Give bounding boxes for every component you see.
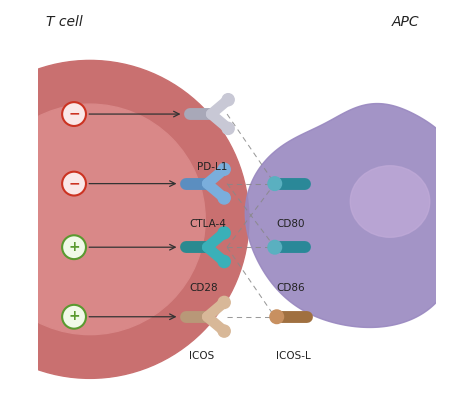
Circle shape bbox=[0, 60, 249, 378]
Circle shape bbox=[218, 163, 230, 175]
Circle shape bbox=[62, 172, 86, 195]
Circle shape bbox=[270, 310, 283, 324]
Text: T cell: T cell bbox=[46, 15, 83, 29]
Circle shape bbox=[0, 104, 205, 334]
Circle shape bbox=[218, 192, 230, 204]
Text: −: − bbox=[68, 107, 80, 120]
Text: +: + bbox=[68, 240, 80, 254]
Text: CTLA-4: CTLA-4 bbox=[189, 219, 226, 229]
Circle shape bbox=[218, 227, 230, 239]
Text: PD-L1: PD-L1 bbox=[197, 162, 228, 172]
Circle shape bbox=[268, 177, 282, 190]
Text: ICOS: ICOS bbox=[189, 351, 215, 361]
Text: CD28: CD28 bbox=[189, 283, 218, 293]
Ellipse shape bbox=[350, 166, 430, 237]
Text: +: + bbox=[68, 310, 80, 323]
Circle shape bbox=[62, 102, 86, 126]
Circle shape bbox=[218, 296, 230, 308]
Circle shape bbox=[222, 123, 234, 135]
Polygon shape bbox=[245, 104, 472, 328]
Text: −: − bbox=[68, 176, 80, 190]
Circle shape bbox=[218, 325, 230, 337]
Text: APC: APC bbox=[392, 15, 420, 29]
Text: ICOS-L: ICOS-L bbox=[276, 351, 310, 361]
Circle shape bbox=[62, 235, 86, 259]
Text: CD86: CD86 bbox=[276, 283, 305, 293]
Circle shape bbox=[218, 256, 230, 268]
Circle shape bbox=[268, 241, 282, 254]
Circle shape bbox=[62, 305, 86, 329]
Text: CD80: CD80 bbox=[276, 219, 304, 229]
Circle shape bbox=[222, 93, 234, 106]
